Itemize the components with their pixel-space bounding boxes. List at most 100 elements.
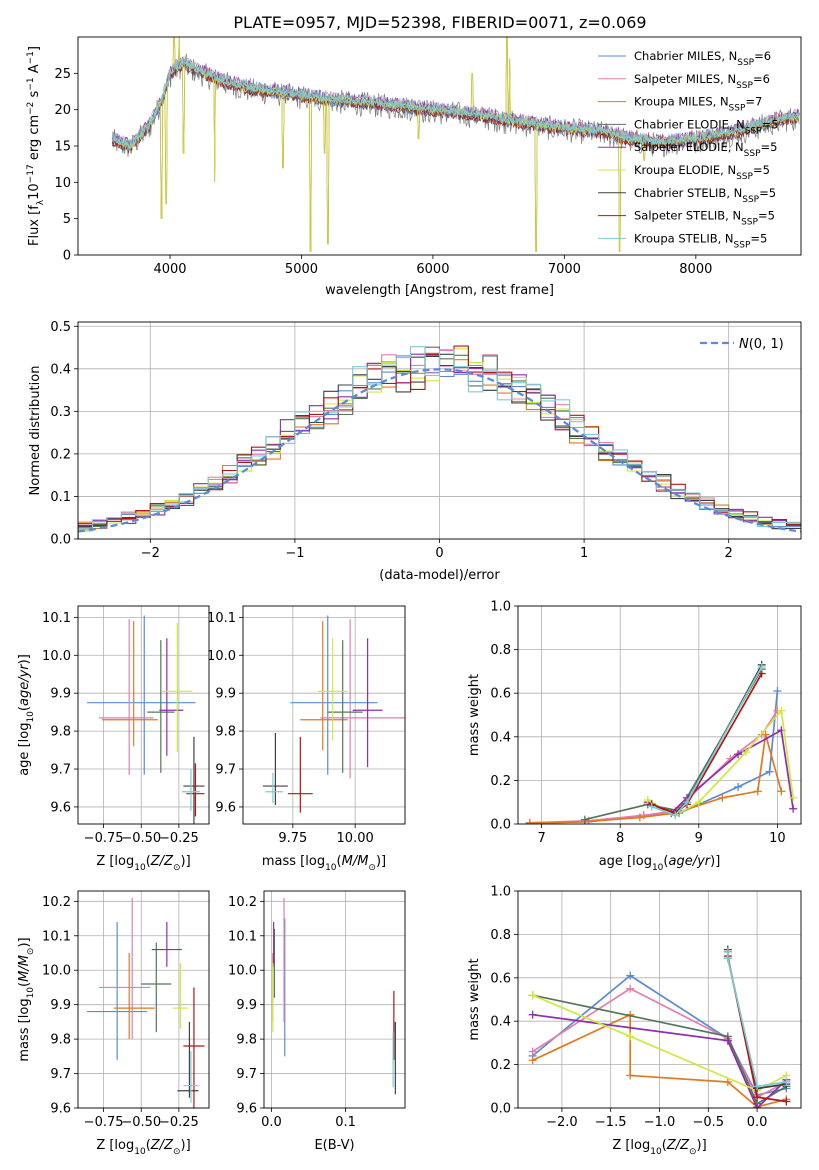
x-axis-label: Z [log10(Z/Z⊙)] — [96, 854, 190, 873]
series-marker-kroupa_miles — [761, 730, 770, 739]
series-marker-chabrier_elodie — [580, 815, 589, 824]
plot-area-residuals — [78, 345, 801, 539]
errorbar-kroupa_stelib — [181, 769, 200, 811]
y-tick-label: 10.1 — [42, 929, 71, 944]
y-tick-label: 0.3 — [50, 405, 71, 420]
y-tick-label: 10.2 — [228, 895, 257, 910]
x-tick-label: −1.0 — [644, 1115, 676, 1130]
x-tick-label: −0.5 — [693, 1115, 725, 1130]
x-tick-label: 6000 — [416, 262, 449, 277]
axes-frame — [263, 890, 406, 1109]
x-tick-label: 0.0 — [747, 1115, 768, 1130]
series-marker-kroupa_stelib — [671, 811, 680, 820]
x-tick-label: −1.5 — [595, 1115, 627, 1130]
y-tick-label: 25 — [54, 67, 71, 82]
x-tick-label: −0.75 — [84, 831, 124, 846]
y-tick-label: 9.6 — [236, 1102, 257, 1117]
y-tick-label: 0.8 — [490, 643, 511, 658]
y-tick-label: 0.6 — [490, 971, 511, 986]
y-tick-label: 9.7 — [236, 1067, 257, 1082]
y-axis-label: age [log10(age/yr)] — [17, 654, 36, 776]
plot-area-age_vs_mass — [262, 615, 405, 813]
axes-spectrum: 4000 5000 6000 7000 8000 0 5 10 15 20 25 Chabrier M… — [26, 36, 802, 298]
y-tick-label: 9.8 — [215, 725, 236, 740]
y-axis-label: mass weight — [467, 674, 482, 756]
series-marker-kroupa_miles — [723, 1077, 732, 1086]
series-marker-kroupa_stelib — [782, 1077, 791, 1086]
errorbar-salpeter_elodie — [352, 638, 383, 768]
y-tick-label: 5 — [63, 212, 71, 227]
y-tick-label: 10.0 — [42, 964, 71, 979]
errorbar-kroupa_elodie — [162, 623, 193, 752]
axes-frame — [77, 890, 210, 1109]
axes-weight_vs_age: 7 8 9 10 0.0 0.2 0.4 0.6 0.8 1.0 age [log10(age/yr… — [467, 600, 802, 873]
series-marker-kroupa_miles — [777, 787, 786, 796]
x-tick-label: 9.75 — [278, 831, 307, 846]
y-axis-label: mass weight — [467, 958, 482, 1040]
plot-area-mass_vs_ebv — [272, 897, 396, 1095]
y-tick-label: 10.0 — [228, 964, 257, 979]
y-tick-label: 0.2 — [50, 447, 71, 462]
series-marker-chabrier_miles — [734, 782, 743, 791]
y-tick-label: 0.0 — [50, 533, 71, 548]
legend-label-kroupa_miles: Kroupa MILES, NSSP=7 — [634, 95, 762, 114]
y-tick-label: 10.1 — [207, 611, 236, 626]
x-axis-label: E(B-V) — [314, 1138, 354, 1153]
y-tick-label: 0.5 — [50, 320, 71, 335]
errorbar-kroupa_stelib — [183, 1051, 199, 1103]
legend-label-kroupa_stelib: Kroupa STELIB, NSSP=5 — [634, 231, 767, 250]
x-tick-label: −0.25 — [159, 831, 199, 846]
y-tick-label: 9.9 — [215, 687, 236, 702]
series-marker-salpeter_elodie — [789, 804, 798, 813]
series-marker-kroupa_elodie — [777, 706, 786, 715]
y-tick-label: 0.0 — [490, 818, 511, 833]
y-tick-label: 0.8 — [490, 928, 511, 943]
x-tick-label: 0.0 — [261, 1115, 282, 1130]
errorbar-chabrier_stelib — [183, 736, 205, 824]
plot-area-weight_vs_age — [525, 660, 798, 824]
plot-area-spectrum — [111, 37, 800, 252]
x-tick-label: 8 — [616, 831, 624, 846]
series-marker-kroupa_stelib — [647, 802, 656, 811]
errorbar-chabrier_elodie — [327, 640, 363, 773]
y-tick-label: 0 — [63, 249, 71, 264]
series-line-chabrier_stelib — [651, 664, 763, 815]
series-marker-salpeter_elodie — [528, 1010, 537, 1019]
axes-residuals: −2 −1 0 1 2 0.0 0.1 0.2 0.3 0.4 0.5 N(0, 1) (data-mo… — [28, 320, 802, 583]
y-axis-label: Flux [fλ10−17 erg cm−2 s−1 A−1] — [26, 46, 46, 246]
y-tick-label: 0.4 — [490, 1015, 511, 1030]
errorbar-salpeter_miles — [99, 619, 154, 775]
errorbar-salpeter_elodie — [159, 638, 184, 756]
x-tick-label: −2.0 — [546, 1115, 578, 1130]
spectrum-model-top — [111, 60, 800, 149]
x-axis-label: (data-model)/error — [379, 568, 500, 583]
legend-label-salpeter_stelib: Salpeter STELIB, NSSP=5 — [634, 209, 775, 228]
series-marker-salpeter_elodie — [753, 1104, 762, 1108]
y-tick-label: 10.1 — [228, 929, 257, 944]
series-line-chabrier_elodie — [584, 668, 763, 821]
x-axis-label: Z [log10(Z/Z⊙)] — [612, 1138, 706, 1157]
series-marker-kroupa_elodie — [694, 798, 703, 807]
y-tick-label: 1.0 — [490, 600, 511, 615]
errorbar-chabrier_miles — [87, 922, 148, 1060]
series-marker-kroupa_elodie — [626, 1032, 635, 1041]
y-tick-label: 15 — [54, 140, 71, 155]
errorbar-kroupa_elodie — [317, 638, 348, 741]
series-marker-kroupa_miles — [626, 1071, 635, 1080]
series-marker-kroupa_miles — [753, 787, 762, 796]
series-line-kroupa_elodie — [532, 994, 787, 1092]
axes-age_vs_mass: 9.75 10.00 9.6 9.7 9.8 9.9 10.0 10.1 mass [log10… — [207, 605, 406, 873]
series-marker-salpeter_stelib — [753, 1093, 762, 1102]
histogram-kroupa_stelib — [78, 346, 801, 539]
errorbar-salpeter_miles — [99, 897, 151, 1040]
legend-label-normal: N(0, 1) — [739, 337, 784, 352]
x-tick-label: 7 — [537, 831, 545, 846]
y-tick-label: 10.0 — [207, 649, 236, 664]
y-tick-label: 0.2 — [490, 1058, 511, 1073]
x-tick-label: 0.1 — [335, 1115, 356, 1130]
y-tick-label: 9.7 — [50, 763, 71, 778]
errorbar-chabrier_elodie — [147, 640, 175, 773]
errorbar-chabrier_stelib — [262, 733, 288, 806]
